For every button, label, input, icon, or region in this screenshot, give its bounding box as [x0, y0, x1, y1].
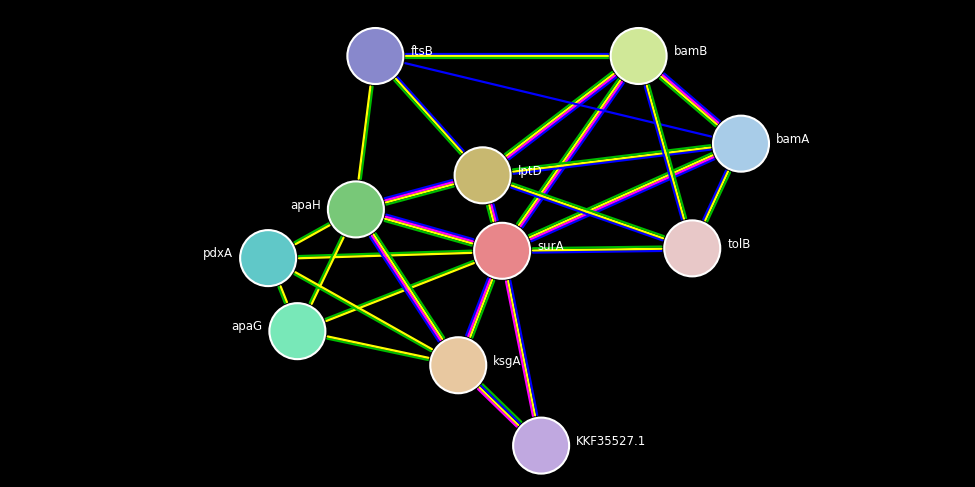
Text: apaG: apaG [231, 320, 262, 334]
Circle shape [240, 230, 296, 286]
Circle shape [454, 148, 511, 203]
Circle shape [610, 28, 667, 84]
Circle shape [430, 337, 487, 393]
Circle shape [664, 221, 721, 276]
Text: tolB: tolB [727, 238, 751, 251]
Circle shape [328, 182, 384, 237]
Text: apaH: apaH [291, 199, 321, 212]
Circle shape [269, 303, 326, 359]
Text: surA: surA [537, 240, 564, 253]
Text: pdxA: pdxA [203, 247, 233, 261]
Text: bamA: bamA [776, 133, 810, 146]
Circle shape [713, 116, 769, 171]
Circle shape [347, 28, 404, 84]
Text: ftsB: ftsB [410, 45, 433, 58]
Text: bamB: bamB [674, 45, 708, 58]
Text: ksgA: ksgA [493, 355, 522, 368]
Text: KKF35527.1: KKF35527.1 [576, 435, 646, 448]
Circle shape [474, 223, 530, 279]
Text: lptD: lptD [518, 165, 542, 178]
Circle shape [513, 418, 569, 473]
